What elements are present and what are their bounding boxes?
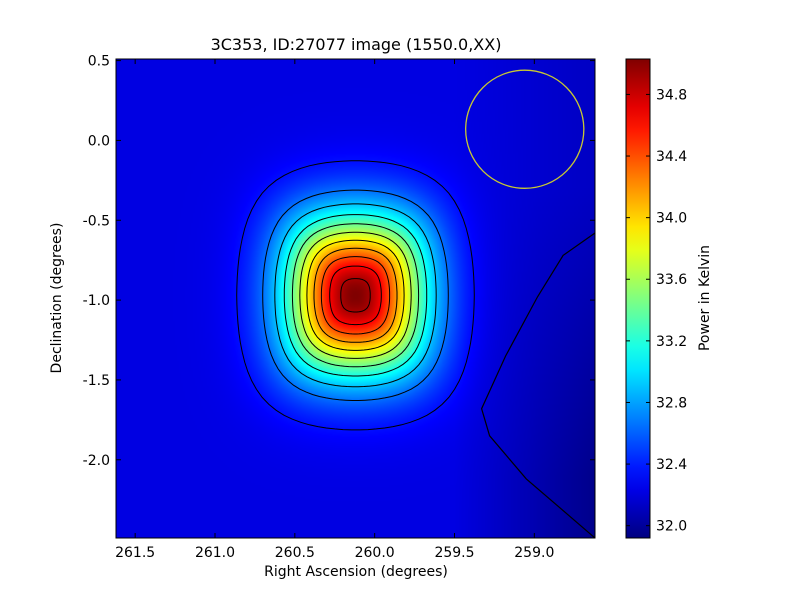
contour-ring-5 [291,223,420,368]
contour-ring-11 [340,278,371,313]
x-tick-label: 260.5 [275,545,315,561]
contour-ring-1 [236,160,475,431]
x-tick-label: 261.0 [195,545,235,561]
contour-lines [236,160,595,538]
colorbar-tick-label: 32.0 [656,519,687,535]
colorbar-tick-label: 34.4 [656,149,687,165]
x-tick-label: 259.0 [514,545,554,561]
x-axis-ticks: 261.5 261.0 260.5 260.0 259.5 259.0 [115,59,554,561]
plot-frame [115,58,596,539]
chart-title: 3C353, ID:27077 image (1550.0,XX) [211,35,502,54]
colorbar-tick-label: 32.4 [656,457,687,473]
y-tick-label: 0.5 [88,54,110,70]
colorbar-tick-label: 33.6 [656,272,687,288]
colorbar-label: Power in Kelvin [697,245,713,351]
contour-ring-2 [262,189,449,401]
contour-ring-7 [306,239,405,351]
heatmap-image [116,59,595,538]
beam-circle [465,69,585,189]
heatmap-plot-area [116,59,595,538]
colorbar-frame [625,58,651,539]
colorbar-tick-label: 33.2 [656,334,687,350]
colorbar-tick-label: 32.8 [656,395,687,411]
colorbar-tick-label: 34.0 [656,211,687,227]
y-tick-label: -0.5 [83,213,110,229]
y-tick-label: -2.0 [83,453,110,469]
x-tick-label: 259.5 [434,545,474,561]
colorbar-gradient [626,59,650,538]
contour-ring-6 [299,231,412,359]
x-tick-label: 261.5 [115,545,155,561]
x-axis-label: Right Ascension (degrees) [264,564,448,580]
colorbar-tick-label: 34.8 [656,87,687,103]
contour-low-level [480,232,595,538]
y-tick-label: 0.0 [88,133,110,149]
contour-ring-4 [283,214,428,377]
colorbar-ticks: 32.0 32.4 32.8 33.2 33.6 34.0 34.4 34.8 [626,87,687,535]
y-tick-label: -1.5 [83,373,110,389]
y-tick-label: -1.0 [83,293,110,309]
contour-ring-10 [329,265,382,326]
y-axis-ticks: 0.5 0.0 -0.5 -1.0 -1.5 -2.0 [83,54,595,469]
y-axis-label: Declination (degrees) [49,223,65,374]
contour-ring-9 [320,256,391,335]
colorbar: 32.0 32.4 32.8 33.2 33.6 34.0 34.4 34.8 Power i… [625,58,713,539]
contour-ring-3 [274,203,437,388]
x-tick-label: 260.0 [355,545,395,561]
contour-ring-8 [313,247,398,343]
